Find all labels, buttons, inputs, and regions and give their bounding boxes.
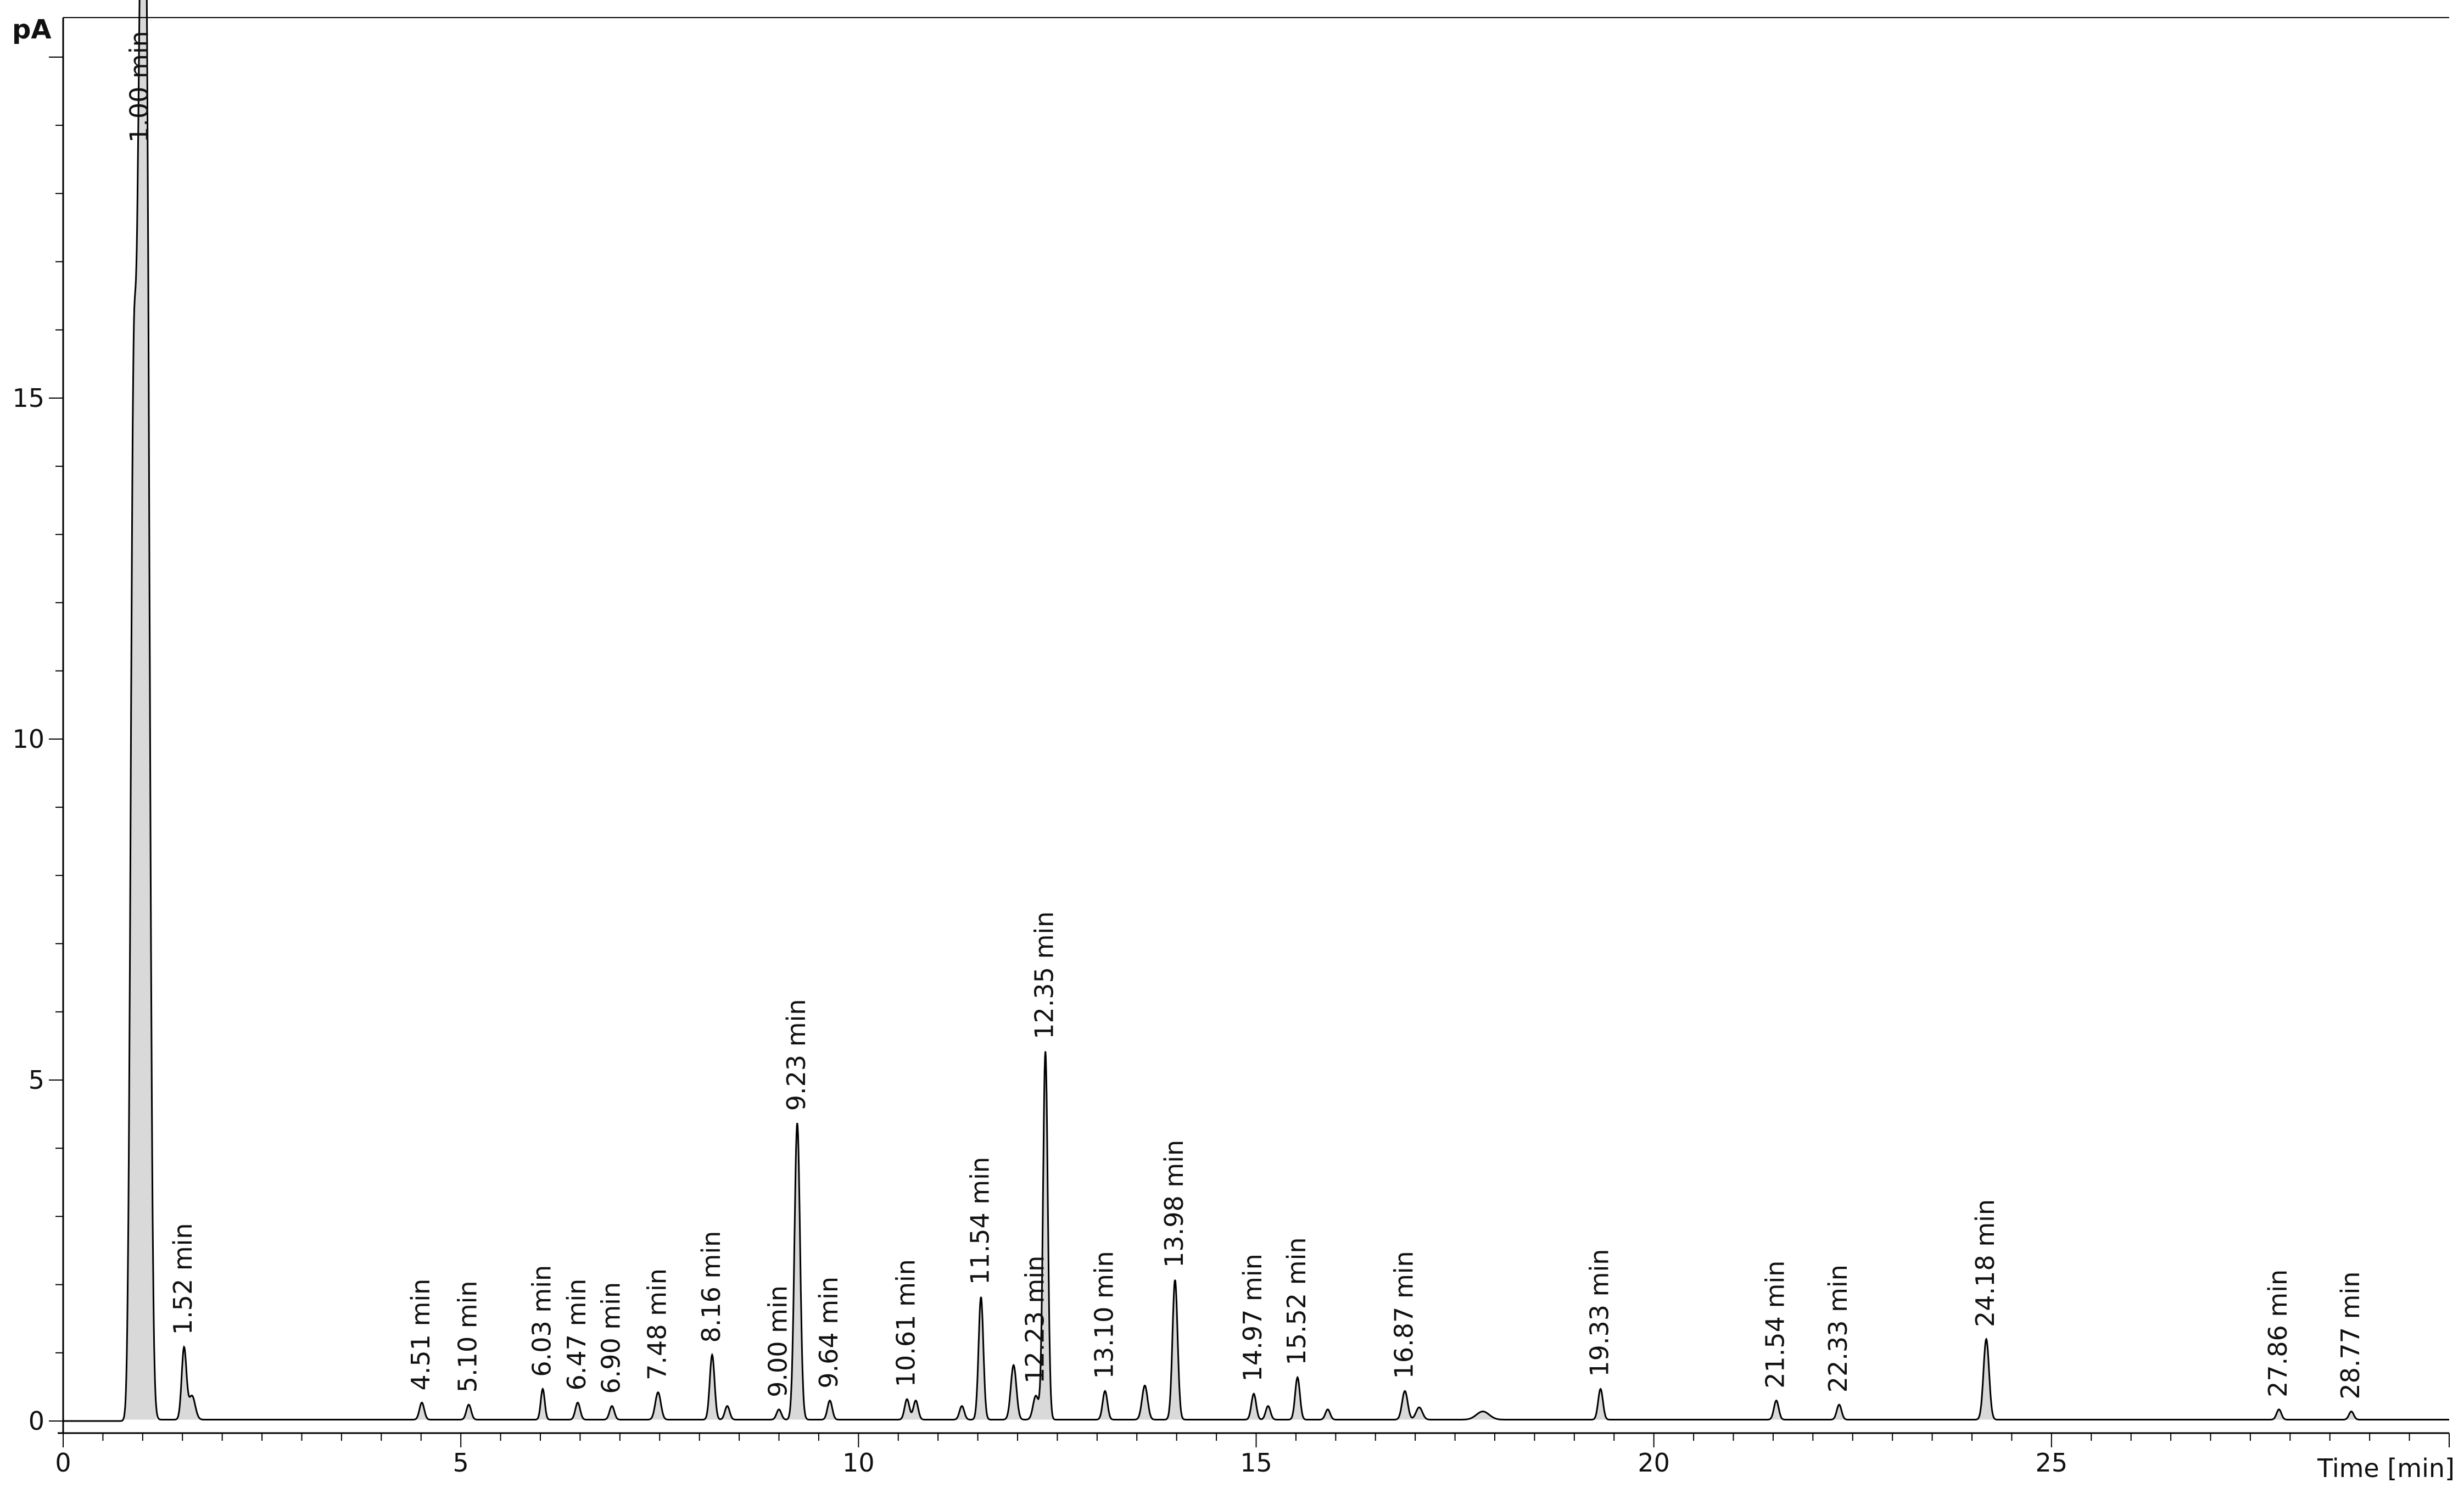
peak-label: 4.51 min (406, 1279, 435, 1391)
peak-label: 6.90 min (596, 1282, 625, 1394)
peak-label: 6.03 min (527, 1265, 556, 1377)
peak-label: 21.54 min (1761, 1261, 1790, 1389)
peak-label: 7.48 min (642, 1268, 672, 1380)
axes: 0 5 10 15 20 25 0 5 10 15 (12, 17, 2450, 1478)
peak-label: 1.00 min (124, 31, 154, 143)
x-tick-label: 25 (2036, 1448, 2068, 1478)
peak-label: 27.86 min (2263, 1269, 2293, 1397)
peak-label: 5.10 min (453, 1280, 483, 1392)
signal-trace (63, 0, 2449, 1422)
x-axis-title: Time [min] (2317, 1453, 2455, 1483)
peak-label: 6.47 min (562, 1279, 591, 1391)
x-tick-label: 5 (453, 1448, 469, 1478)
peak-label: 11.54 min (965, 1157, 994, 1285)
peak-area-4 (182, 1347, 202, 1420)
y-axis-unit: pA (12, 14, 52, 45)
peak-label: 15.52 min (1282, 1237, 1311, 1365)
y-tick-label: 0 (29, 1406, 44, 1436)
signal-line (63, 0, 2449, 1422)
peak-label: 10.61 min (891, 1259, 921, 1387)
x-tick-label: 20 (1638, 1448, 1670, 1478)
peak-label: 1.52 min (168, 1223, 198, 1335)
peak-label: 28.77 min (2336, 1272, 2365, 1400)
peak-label: 16.87 min (1389, 1251, 1418, 1379)
peak-label: 9.23 min (781, 999, 811, 1111)
peak-label: 14.97 min (1238, 1254, 1267, 1381)
peak-label: 22.33 min (1823, 1265, 1853, 1392)
peak-label: 9.00 min (763, 1285, 793, 1397)
peak-label: 8.16 min (696, 1231, 726, 1343)
peak-label: 13.10 min (1089, 1251, 1119, 1379)
peak-label: 12.35 min (1030, 911, 1059, 1039)
peak-label: 24.18 min (1970, 1199, 2000, 1327)
peak-label: 12.23 min (1020, 1256, 1049, 1384)
x-tick-label: 10 (842, 1448, 875, 1478)
peak-label: 9.64 min (814, 1277, 843, 1389)
peak-label: 19.33 min (1585, 1249, 1614, 1377)
peak-label: 13.98 min (1159, 1140, 1189, 1268)
peak-labels: 1.00 min 1.52 min 4.51 min 5.10 min 6.03 min… (124, 31, 2365, 1399)
y-tick-label: 5 (29, 1065, 44, 1095)
peak-area-fills (125, 0, 2359, 1420)
y-tick-label: 15 (12, 383, 44, 413)
x-tick-label: 15 (1240, 1448, 1272, 1478)
x-tick-label: 0 (55, 1448, 71, 1478)
y-tick-label: 10 (12, 724, 44, 754)
